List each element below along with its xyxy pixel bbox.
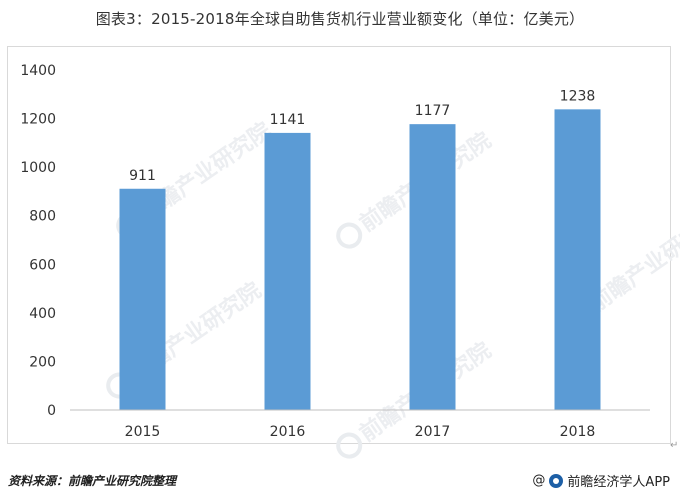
watermark-logo-icon (336, 432, 363, 459)
y-axis: 0 200 400 600 800 1000 1200 1400 (20, 63, 56, 419)
x-tick-label: 2016 (270, 424, 306, 440)
chart-title: 图表3：2015-2018年全球自助售货机行业营业额变化（单位：亿美元） (95, 10, 585, 28)
paragraph-mark: ↵ (670, 440, 679, 451)
bar-chart: 前瞻产业研究院前瞻产业研究院前瞻产业研究院前瞻产业研究院前瞻产业研究院 0200… (20, 63, 680, 459)
y-tick-label: 1400 (20, 63, 56, 79)
x-tick-label: 2015 (125, 424, 161, 440)
y-tick-label: 600 (29, 257, 56, 273)
y-tick-label: 1000 (20, 160, 56, 176)
bar (264, 132, 311, 410)
y-tick-label: 800 (29, 209, 56, 225)
x-tick-label: 2017 (415, 424, 451, 440)
data-label: 911 (129, 168, 156, 184)
brand-name: 前瞻经济学人APP (567, 475, 670, 490)
at-sign: @ (532, 473, 546, 488)
bar (554, 109, 601, 410)
data-label: 1177 (415, 103, 451, 119)
bars: 911 1141 1177 1238 (119, 88, 601, 411)
source-note: 资料来源：前瞻产业研究院整理 (8, 474, 177, 488)
data-label: 1141 (270, 112, 306, 128)
y-tick-label: 0 (47, 403, 56, 419)
x-axis: 2015 2016 2017 2018 (70, 409, 650, 440)
footer: 资料来源：前瞻产业研究院整理 @ 前瞻经济学人APP (0, 463, 680, 498)
brand-credit: @ 前瞻经济学人APP (532, 471, 670, 490)
watermark-logo-icon (336, 222, 363, 249)
bar (409, 124, 456, 411)
x-tick-label: 2018 (560, 424, 596, 440)
y-tick-label: 400 (29, 306, 56, 322)
brand-logo-icon (549, 473, 564, 488)
y-tick-label: 1200 (20, 112, 56, 128)
y-tick-label: 200 (29, 354, 56, 370)
data-label: 1238 (560, 88, 596, 104)
bar (119, 188, 166, 410)
